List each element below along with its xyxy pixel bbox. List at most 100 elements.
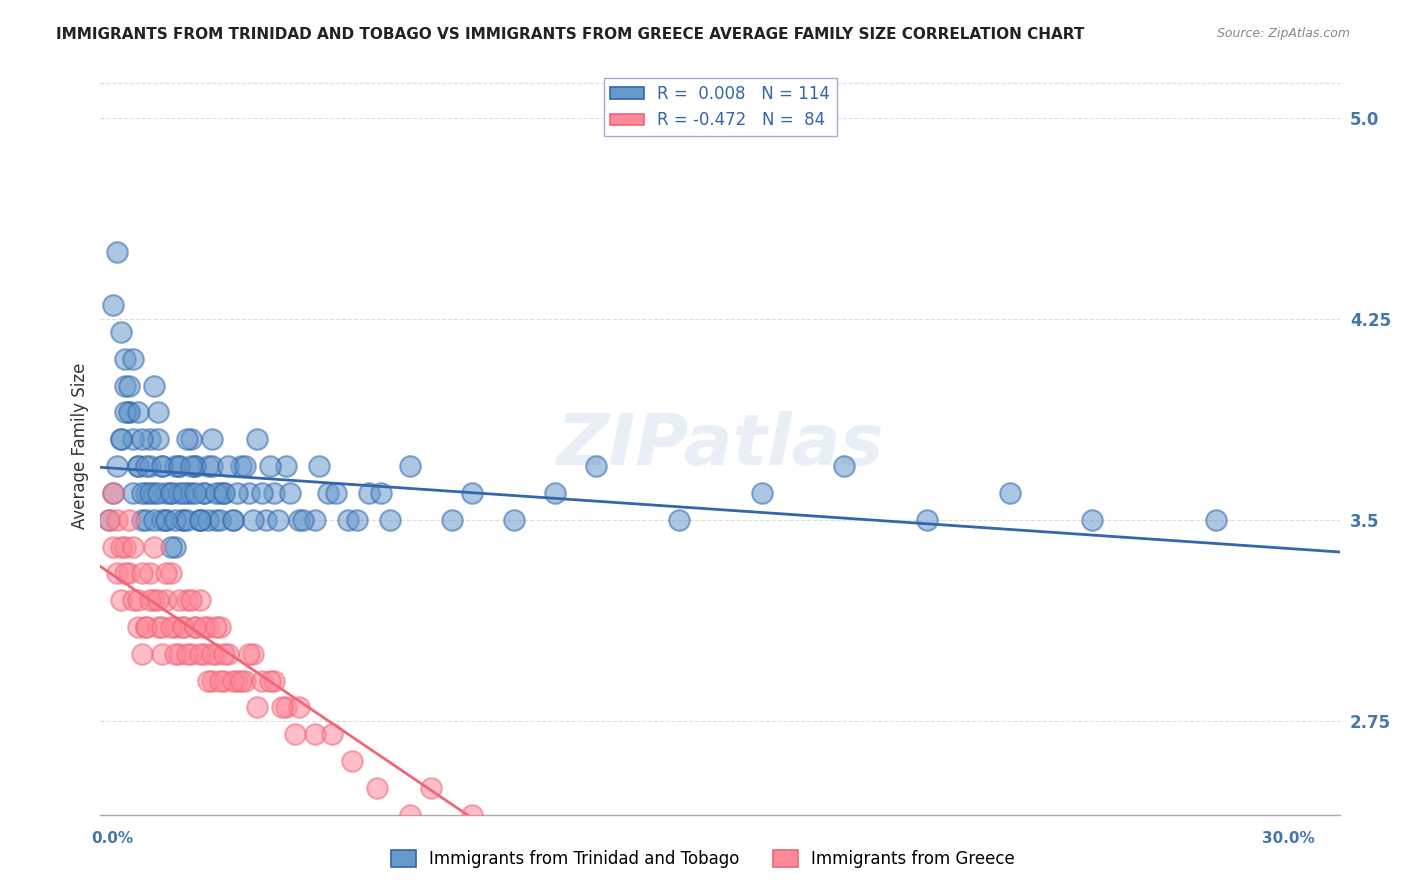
Point <box>225 486 247 500</box>
Point <box>110 432 132 446</box>
Point <box>135 459 157 474</box>
Point <box>221 513 243 527</box>
Point <box>271 700 294 714</box>
Point <box>233 673 256 688</box>
Text: 30.0%: 30.0% <box>1261 831 1315 846</box>
Point <box>155 566 177 581</box>
Point <box>201 459 224 474</box>
Point <box>180 647 202 661</box>
Text: 0.0%: 0.0% <box>91 831 134 846</box>
Point <box>135 513 157 527</box>
Point <box>233 459 256 474</box>
Point <box>176 513 198 527</box>
Point <box>139 459 162 474</box>
Point <box>180 486 202 500</box>
Point <box>150 459 173 474</box>
Point <box>193 620 215 634</box>
Point <box>159 566 181 581</box>
Point <box>337 513 360 527</box>
Point <box>214 647 236 661</box>
Point <box>378 513 401 527</box>
Point <box>118 513 141 527</box>
Point <box>197 673 219 688</box>
Point <box>150 647 173 661</box>
Point <box>304 727 326 741</box>
Point <box>172 620 194 634</box>
Point <box>188 593 211 607</box>
Point <box>1205 513 1227 527</box>
Point <box>564 861 586 875</box>
Point <box>139 486 162 500</box>
Point <box>197 513 219 527</box>
Point <box>155 486 177 500</box>
Point <box>287 513 309 527</box>
Point <box>221 513 243 527</box>
Point <box>105 566 128 581</box>
Point <box>176 647 198 661</box>
Point <box>122 486 145 500</box>
Point <box>131 513 153 527</box>
Point <box>346 513 368 527</box>
Point <box>148 593 170 607</box>
Point <box>97 513 120 527</box>
Point <box>110 540 132 554</box>
Point <box>163 459 186 474</box>
Point <box>172 620 194 634</box>
Point <box>105 513 128 527</box>
Point <box>143 540 166 554</box>
Point <box>229 459 252 474</box>
Point <box>143 486 166 500</box>
Point <box>110 325 132 339</box>
Point <box>197 459 219 474</box>
Point <box>259 673 281 688</box>
Point <box>122 351 145 366</box>
Point <box>118 405 141 419</box>
Point <box>139 432 162 446</box>
Point <box>172 513 194 527</box>
Point <box>97 513 120 527</box>
Point <box>114 540 136 554</box>
Point <box>184 620 207 634</box>
Point <box>163 620 186 634</box>
Point <box>150 513 173 527</box>
Point <box>131 566 153 581</box>
Point <box>502 834 524 848</box>
Point <box>172 513 194 527</box>
Point <box>148 405 170 419</box>
Point <box>163 647 186 661</box>
Point <box>127 459 149 474</box>
Point <box>242 647 264 661</box>
Point <box>316 486 339 500</box>
Point <box>148 486 170 500</box>
Point <box>205 647 228 661</box>
Point <box>139 566 162 581</box>
Point <box>246 700 269 714</box>
Point <box>242 513 264 527</box>
Point <box>420 780 443 795</box>
Point <box>127 405 149 419</box>
Legend: Immigrants from Trinidad and Tobago, Immigrants from Greece: Immigrants from Trinidad and Tobago, Imm… <box>384 843 1022 875</box>
Point <box>180 593 202 607</box>
Point <box>118 405 141 419</box>
Point <box>246 432 269 446</box>
Point <box>399 807 422 822</box>
Point <box>159 620 181 634</box>
Point <box>150 459 173 474</box>
Point <box>201 673 224 688</box>
Point <box>263 486 285 500</box>
Point <box>250 486 273 500</box>
Point <box>148 432 170 446</box>
Point <box>366 780 388 795</box>
Point <box>122 540 145 554</box>
Point <box>229 673 252 688</box>
Point <box>502 513 524 527</box>
Y-axis label: Average Family Size: Average Family Size <box>72 363 89 529</box>
Point <box>148 620 170 634</box>
Point <box>205 486 228 500</box>
Point <box>143 593 166 607</box>
Point <box>122 593 145 607</box>
Point <box>118 566 141 581</box>
Point <box>217 647 239 661</box>
Point <box>167 647 190 661</box>
Point <box>197 620 219 634</box>
